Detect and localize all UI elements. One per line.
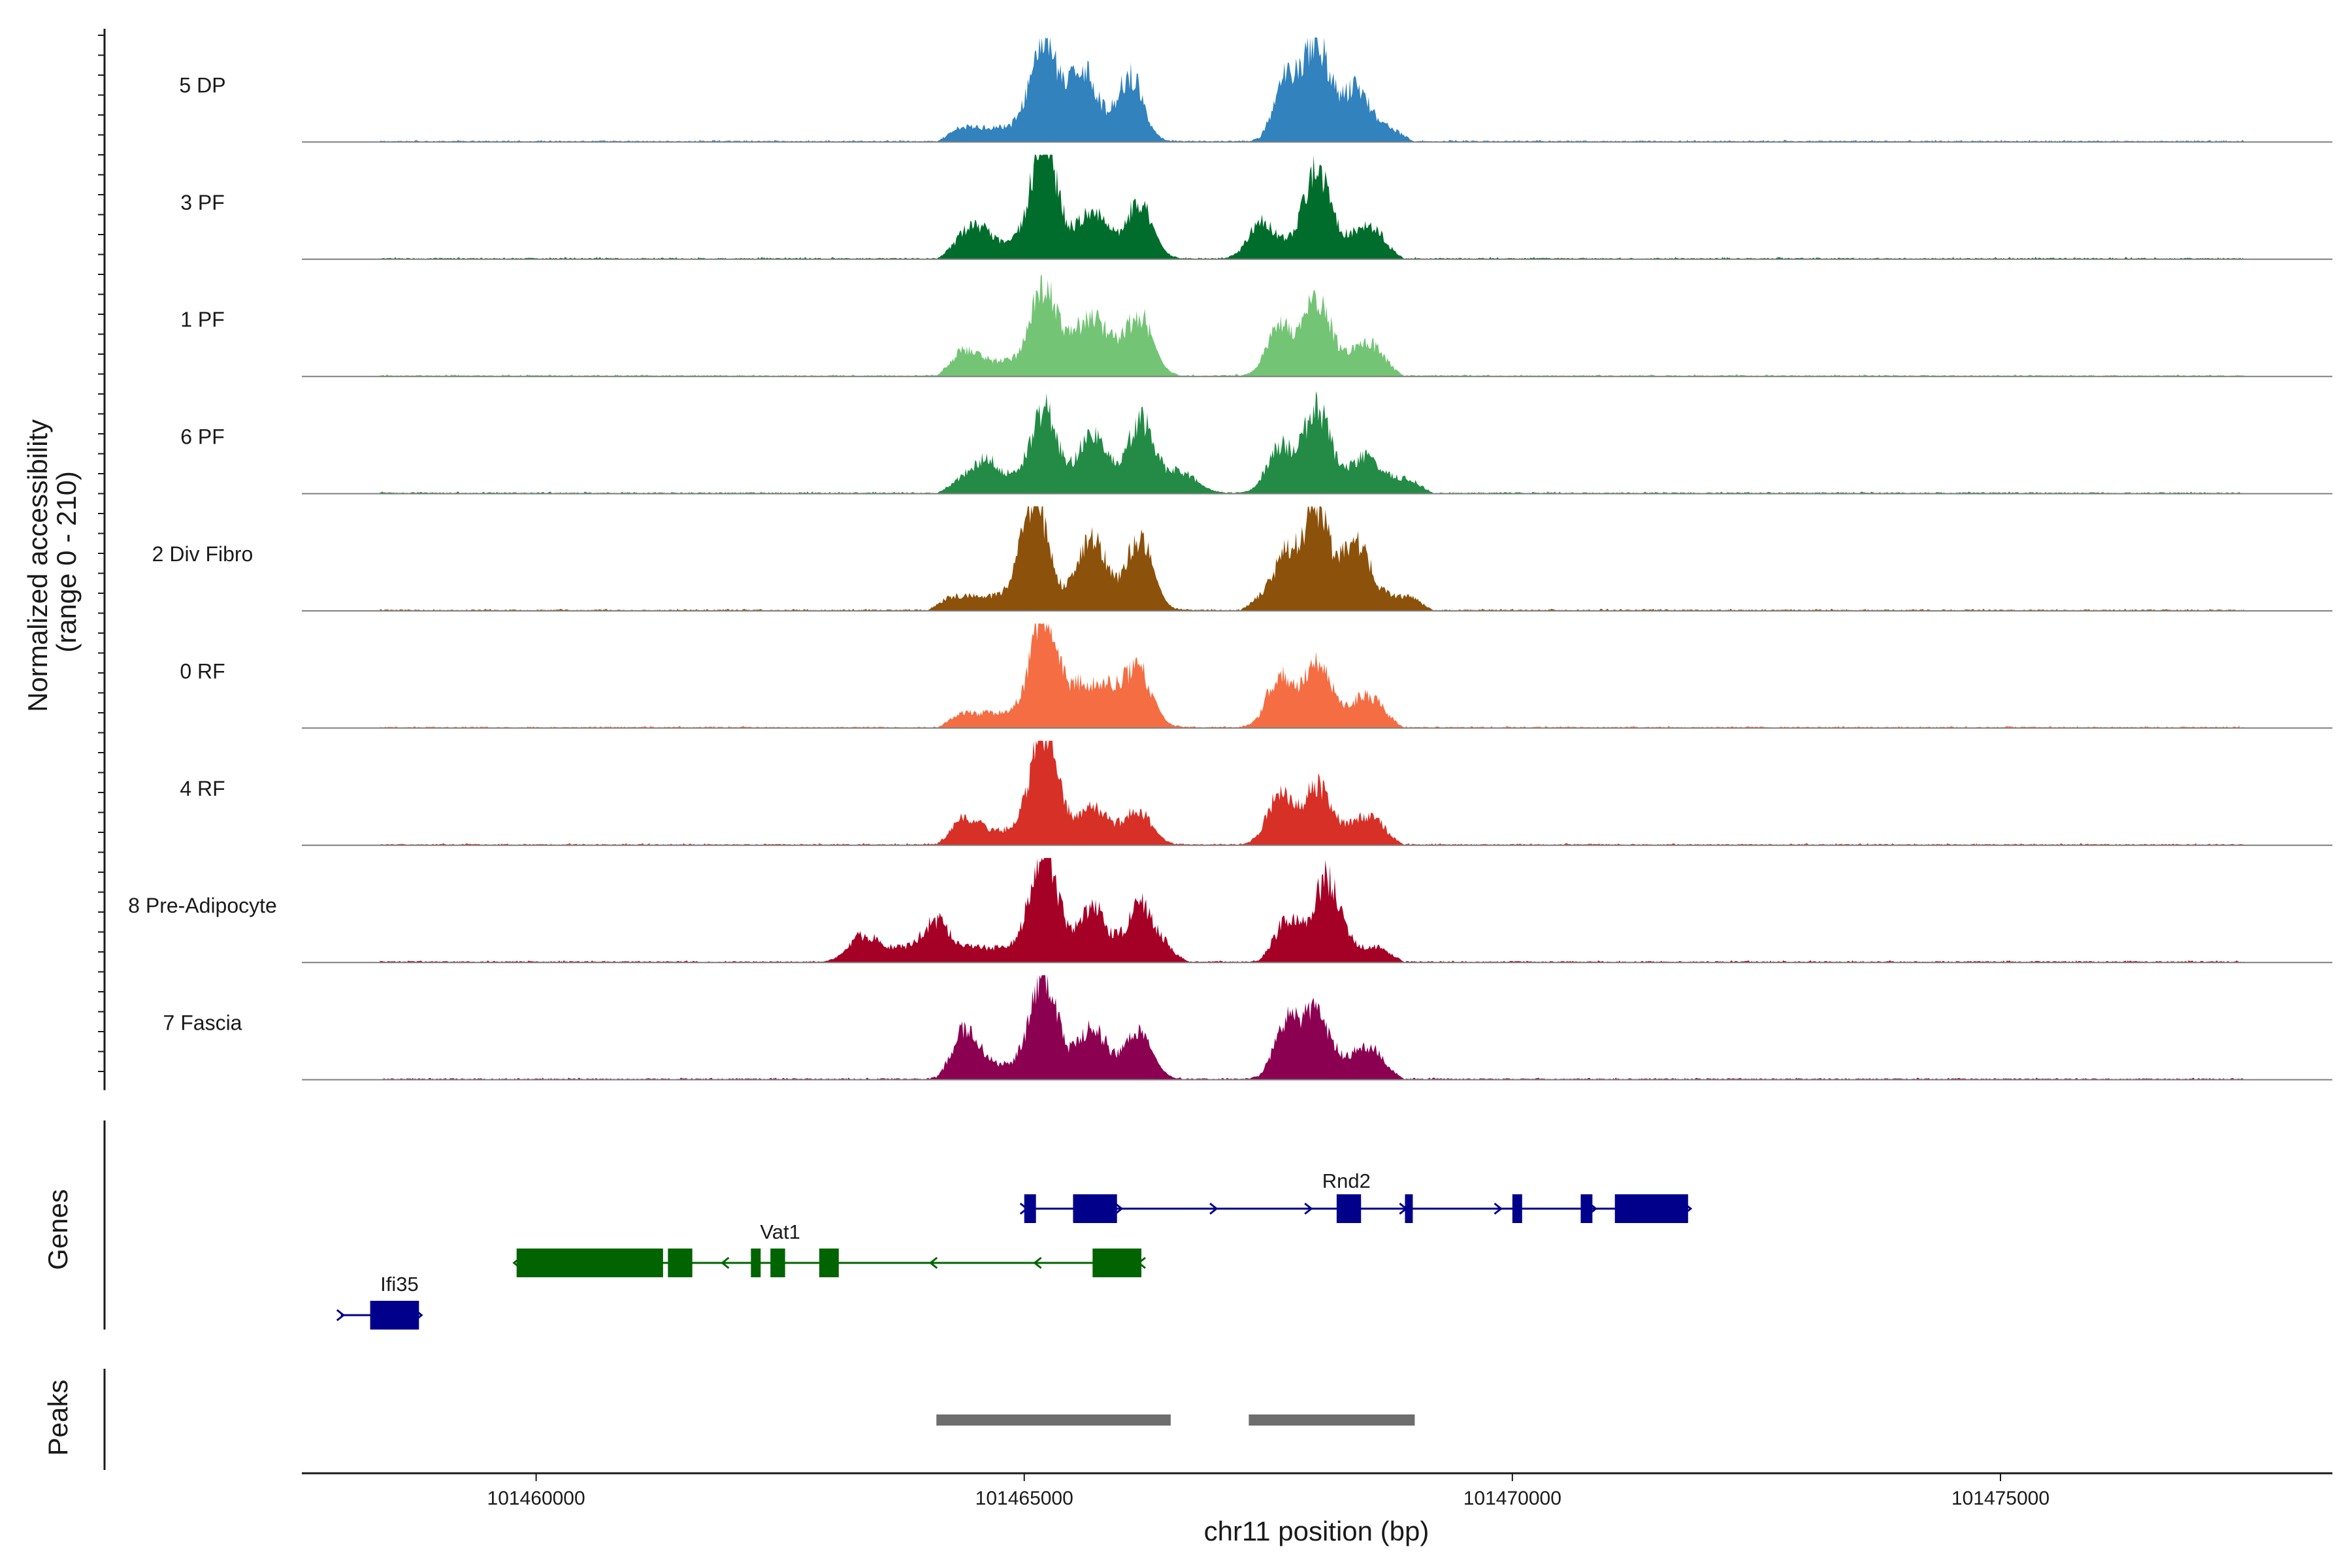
y-axis-title-line2: (range 0 - 210) (51, 471, 82, 653)
coverage-area-3 (380, 391, 2245, 494)
track-5: 0 RF (180, 623, 2332, 729)
exon-4 (1512, 1194, 1522, 1223)
exon-5 (1092, 1249, 1142, 1277)
track-8: 7 Fascia (163, 975, 2332, 1081)
strand-chevron (1033, 1256, 1042, 1269)
track-3: 6 PF (180, 391, 2332, 495)
exon-1 (668, 1249, 693, 1277)
gene-label-ifi35: Ifi35 (380, 1273, 419, 1296)
track-label-2: 1 PF (180, 308, 225, 331)
strand-chevron (1209, 1202, 1218, 1215)
track-label-5: 0 RF (180, 659, 225, 683)
left-axes (98, 29, 106, 1470)
peak-region-1 (1249, 1414, 1415, 1426)
gene-label-vat1: Vat1 (760, 1220, 800, 1243)
x-axis: 101460000 101465000 101470000 101475000 (302, 1472, 2332, 1509)
exon-3 (1405, 1194, 1413, 1223)
genes-track-label: Genes (42, 1189, 73, 1270)
strand-chevron (721, 1256, 730, 1269)
track-4: 2 Div Fibro (152, 506, 2332, 612)
coverage-area-2 (380, 274, 2245, 377)
exon-5 (1580, 1194, 1593, 1223)
track-label-0: 5 DP (179, 73, 225, 97)
coverage-area-4 (380, 506, 2245, 611)
gene-ifi35: Ifi35 (336, 1273, 423, 1330)
coverage-area-1 (380, 154, 2245, 259)
exon-0 (1024, 1194, 1036, 1223)
track-label-7: 8 Pre-Adipocyte (128, 894, 277, 917)
track-label-3: 6 PF (180, 425, 225, 449)
coverage-area-7 (380, 858, 2245, 963)
track-label-8: 7 Fascia (163, 1011, 242, 1035)
coverage-area-6 (380, 740, 2245, 845)
exon-0 (370, 1301, 419, 1330)
x-axis-title: chr11 position (bp) (1204, 1516, 1429, 1546)
exon-4 (819, 1249, 839, 1277)
exon-1 (1073, 1194, 1117, 1223)
coverage-tracks: 5 DP 3 PF 1 PF 6 PF 2 Div Fibro 0 RF 4 RF 8 Pre… (128, 37, 2332, 1081)
gene-annotation-track: Rnd2 Vat1 Ifi35 (336, 1169, 1693, 1330)
x-tick-label-2: 101470000 (1463, 1488, 1561, 1509)
track-7: 8 Pre-Adipocyte (128, 858, 2332, 964)
strand-chevron (1494, 1202, 1503, 1215)
track-label-1: 3 PF (180, 191, 225, 214)
exon-3 (770, 1249, 785, 1277)
strand-chevron (1304, 1202, 1313, 1215)
track-2: 1 PF (180, 274, 2332, 378)
track-6: 4 RF (180, 740, 2332, 846)
peaks-track (936, 1414, 1415, 1426)
exon-0 (516, 1249, 663, 1277)
gene-vat1: Vat1 (512, 1220, 1146, 1277)
x-tick-label-0: 101460000 (487, 1488, 585, 1509)
strand-chevron (1114, 1202, 1124, 1215)
gene-label-rnd2: Rnd2 (1322, 1169, 1371, 1192)
strand-chevron (928, 1256, 938, 1269)
peak-region-0 (936, 1414, 1171, 1426)
x-tick-label-3: 101475000 (1952, 1488, 2050, 1509)
track-0: 5 DP (179, 37, 2332, 143)
coverage-area-8 (380, 975, 2245, 1080)
y-axis-title: Normalized accessibility (range 0 - 210) (22, 412, 82, 712)
x-tick-label-1: 101465000 (975, 1488, 1073, 1509)
exon-2 (751, 1249, 761, 1277)
peaks-track-label: Peaks (42, 1380, 73, 1456)
exon-6 (1614, 1194, 1688, 1223)
strand-chevron (336, 1309, 346, 1322)
track-1: 3 PF (180, 154, 2332, 260)
track-label-4: 2 Div Fibro (152, 542, 253, 566)
coverage-area-5 (380, 623, 2245, 728)
coverage-area-0 (380, 37, 2245, 142)
track-label-6: 4 RF (180, 777, 225, 800)
y-axis-title-line1: Normalized accessibility (22, 419, 53, 712)
exon-2 (1336, 1194, 1362, 1223)
gene-rnd2: Rnd2 (1019, 1169, 1693, 1223)
